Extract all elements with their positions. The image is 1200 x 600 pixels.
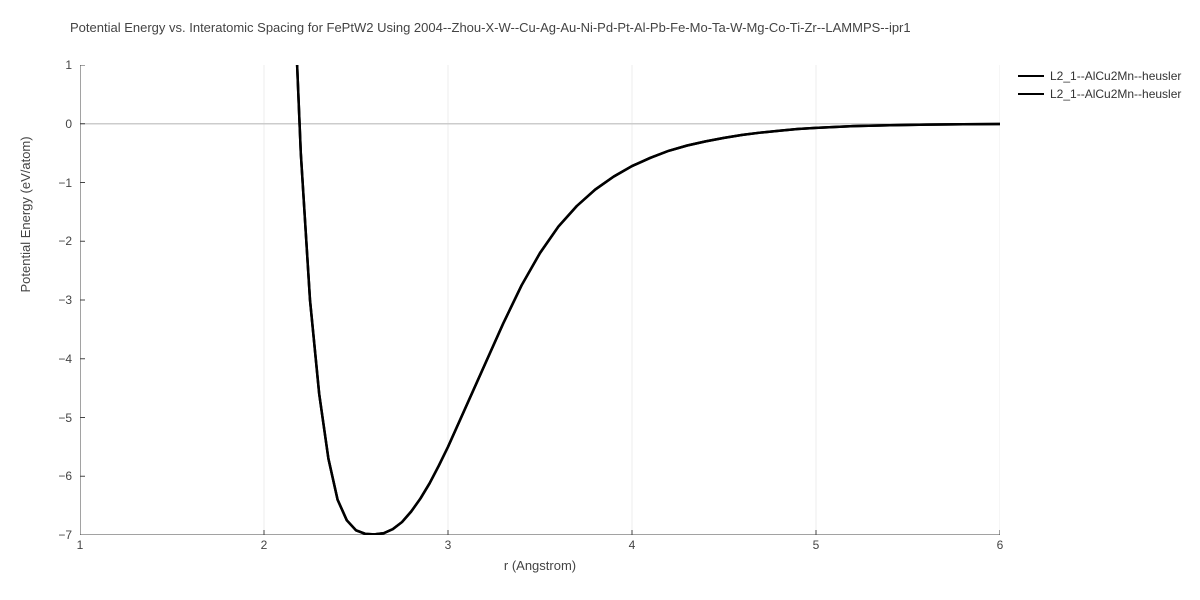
y-tick-label: −7 — [22, 528, 72, 542]
legend-item[interactable]: L2_1--AlCu2Mn--heusler — [1018, 68, 1181, 84]
y-tick-label: −6 — [22, 469, 72, 483]
y-tick-label: −2 — [22, 234, 72, 248]
legend-label: L2_1--AlCu2Mn--heusler — [1050, 69, 1181, 83]
y-tick-label: 0 — [22, 117, 72, 131]
x-tick-label: 3 — [445, 538, 452, 552]
y-tick-label: −4 — [22, 352, 72, 366]
x-tick-label: 6 — [997, 538, 1004, 552]
plot-svg — [80, 65, 1000, 535]
legend-line-icon — [1018, 93, 1044, 95]
x-axis-label: r (Angstrom) — [80, 558, 1000, 573]
legend-item[interactable]: L2_1--AlCu2Mn--heusler — [1018, 86, 1181, 102]
y-tick-label: 1 — [22, 58, 72, 72]
legend: L2_1--AlCu2Mn--heusler L2_1--AlCu2Mn--heu… — [1018, 68, 1181, 104]
x-tick-label: 4 — [629, 538, 636, 552]
y-tick-label: −1 — [22, 176, 72, 190]
x-tick-label: 2 — [261, 538, 268, 552]
chart-container: Potential Energy vs. Interatomic Spacing… — [0, 0, 1200, 600]
y-tick-label: −5 — [22, 411, 72, 425]
y-axis-label: Potential Energy (eV/atom) — [18, 136, 33, 292]
plot-area — [80, 65, 1000, 535]
legend-line-icon — [1018, 75, 1044, 77]
x-tick-label: 1 — [77, 538, 84, 552]
legend-label: L2_1--AlCu2Mn--heusler — [1050, 87, 1181, 101]
x-tick-label: 5 — [813, 538, 820, 552]
chart-title: Potential Energy vs. Interatomic Spacing… — [0, 20, 1200, 35]
y-tick-label: −3 — [22, 293, 72, 307]
